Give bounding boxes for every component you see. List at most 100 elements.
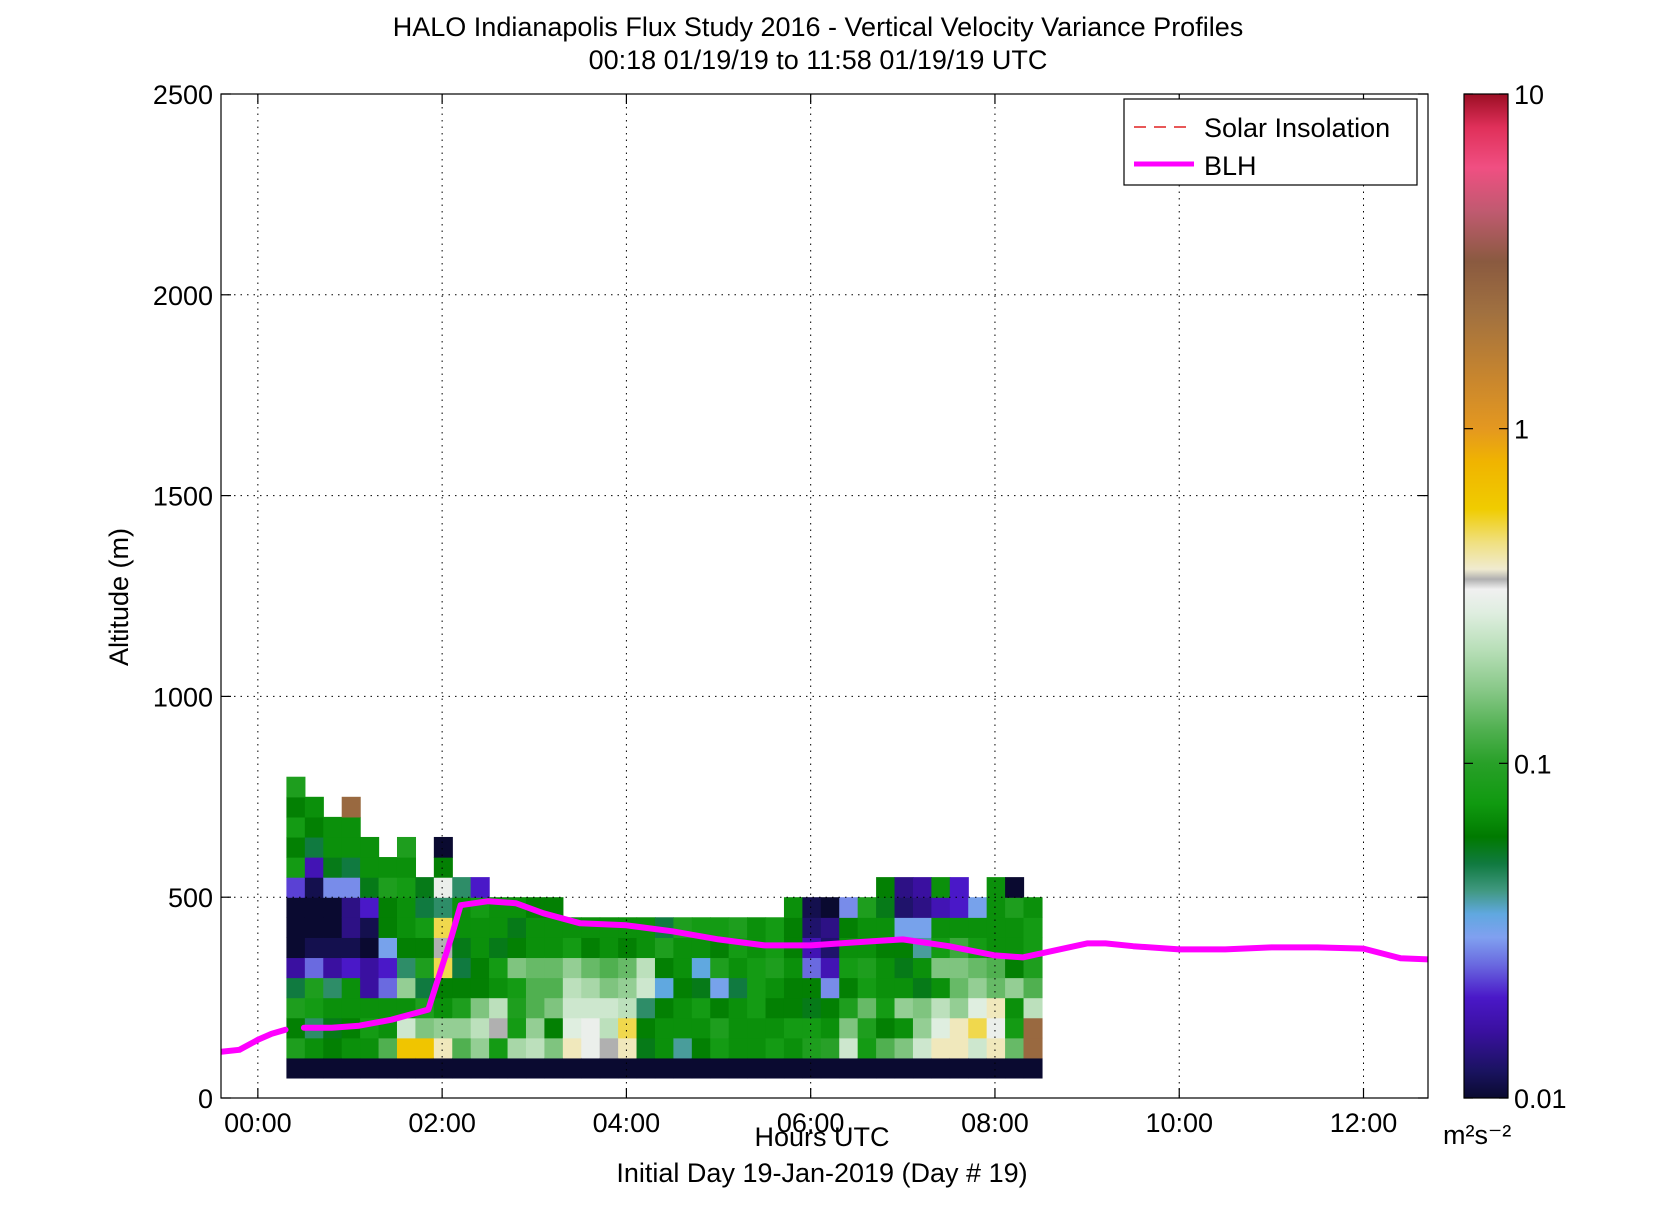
heatmap-cell: [931, 1057, 951, 1079]
heatmap-cell: [360, 917, 380, 938]
heatmap-cell: [433, 917, 453, 938]
heatmap-cell: [286, 977, 306, 999]
heatmap-cell: [323, 1057, 343, 1079]
heatmap-cell: [341, 957, 361, 979]
x-axis-label: Hours UTC: [754, 1122, 889, 1152]
heatmap-cell: [949, 917, 969, 938]
heatmap-cell: [452, 1037, 472, 1059]
blh-line: [300, 898, 1428, 1031]
heatmap-cell: [876, 977, 896, 999]
heatmap-cell: [470, 917, 490, 938]
heatmap-cell: [286, 796, 306, 818]
heatmap-cell: [341, 997, 361, 1019]
heatmap-cell: [507, 997, 527, 1019]
heatmap-cell: [912, 997, 932, 1019]
heatmap-cell: [507, 1057, 527, 1079]
heatmap-cell: [949, 877, 969, 898]
heatmap-cell: [470, 1057, 490, 1079]
heatmap-cell: [525, 997, 546, 1019]
heatmap-cell: [783, 977, 803, 999]
heatmap-cell: [581, 917, 601, 938]
heatmap-cell: [968, 1057, 988, 1079]
heatmap-cell: [876, 997, 896, 1019]
heatmap-cell: [1023, 1017, 1043, 1039]
colorbar-tick-label: 0.01: [1514, 1084, 1567, 1114]
heatmap-cell: [986, 1057, 1006, 1079]
heatmap-cell: [1005, 977, 1025, 999]
heatmap-cell: [654, 1057, 674, 1079]
x-tick-label: 06:00: [777, 1108, 845, 1138]
heatmap-cell: [323, 836, 343, 858]
heatmap-cell: [489, 917, 509, 938]
heatmap-cell: [378, 1037, 398, 1059]
heatmap-cell: [968, 1017, 988, 1039]
heatmap-cell: [949, 977, 969, 999]
heatmap-cell: [931, 897, 951, 918]
heatmap-cell: [433, 857, 453, 878]
heatmap-cell: [949, 897, 969, 918]
heatmap-cell: [949, 957, 969, 979]
heatmap-cell: [912, 1057, 932, 1079]
colorbar-tick-label: 1: [1514, 415, 1529, 445]
heatmap-cell: [765, 1017, 785, 1039]
heatmap-cell: [802, 1057, 822, 1079]
heatmap-cell: [525, 937, 546, 959]
heatmap-cell: [802, 1017, 822, 1039]
heatmap-cell: [507, 977, 527, 999]
heatmap-cell: [360, 857, 380, 878]
heatmap-cell: [765, 917, 785, 938]
heatmap-cell: [507, 917, 527, 938]
heatmap-cell: [433, 1017, 453, 1039]
heatmap-cell: [544, 917, 564, 938]
heatmap-cell: [728, 957, 748, 979]
heatmap-cell: [286, 957, 306, 979]
heatmap-cell: [470, 997, 490, 1019]
heatmap-cell: [636, 1057, 656, 1079]
heatmap-cell: [378, 957, 398, 979]
heatmap-cell: [378, 977, 398, 999]
colorbar-ticks: 0.01 0.1 1 10: [1464, 80, 1567, 1114]
heatmap-cell: [673, 1037, 693, 1059]
heatmap-cell: [820, 1017, 840, 1039]
heatmap-cell: [360, 877, 380, 898]
heatmap-cell: [304, 796, 324, 818]
heatmap-cell: [802, 977, 822, 999]
x-tick-label: 02:00: [408, 1108, 476, 1138]
heatmap-cell: [360, 836, 380, 858]
heatmap-cell: [1005, 1057, 1025, 1079]
colorbar-frame: [1463, 93, 1509, 1099]
heatmap-cell: [931, 877, 951, 898]
heatmap-cell: [986, 1017, 1006, 1039]
heatmap-cell: [581, 977, 601, 999]
heatmap-cell: [839, 1057, 859, 1079]
heatmap-cell: [894, 977, 914, 999]
heatmap-cell: [489, 957, 509, 979]
colorbar: [1463, 93, 1509, 1099]
heatmap-cell: [433, 836, 453, 858]
heatmap-cell: [415, 1037, 435, 1059]
heatmap-cell: [894, 997, 914, 1019]
heatmap-cell: [452, 937, 472, 959]
heatmap-cell: [747, 1057, 767, 1079]
heatmap-cell: [286, 1037, 306, 1059]
heatmap-cell: [728, 1017, 748, 1039]
y-tick-label: 500: [168, 883, 213, 913]
heatmap-cell: [544, 997, 564, 1019]
heatmap-cell: [894, 1037, 914, 1059]
heatmap-cell: [691, 957, 711, 979]
heatmap-cell: [378, 1057, 398, 1079]
y-tick-label: 2000: [153, 281, 213, 311]
heatmap-cell: [765, 1057, 785, 1079]
heatmap-cell: [654, 937, 674, 959]
heatmap-cell: [378, 997, 398, 1019]
heatmap-cell: [968, 917, 988, 938]
heatmap-cell: [618, 1057, 638, 1079]
heatmap-cell: [728, 1037, 748, 1059]
heatmap-cell: [1023, 977, 1043, 999]
heatmap-cell: [544, 1057, 564, 1079]
heatmap-cell: [618, 937, 638, 959]
heatmap-cell: [470, 957, 490, 979]
y-tick-label: 1500: [153, 482, 213, 512]
heatmap-cell: [341, 897, 361, 918]
heatmap-cell: [986, 917, 1006, 938]
